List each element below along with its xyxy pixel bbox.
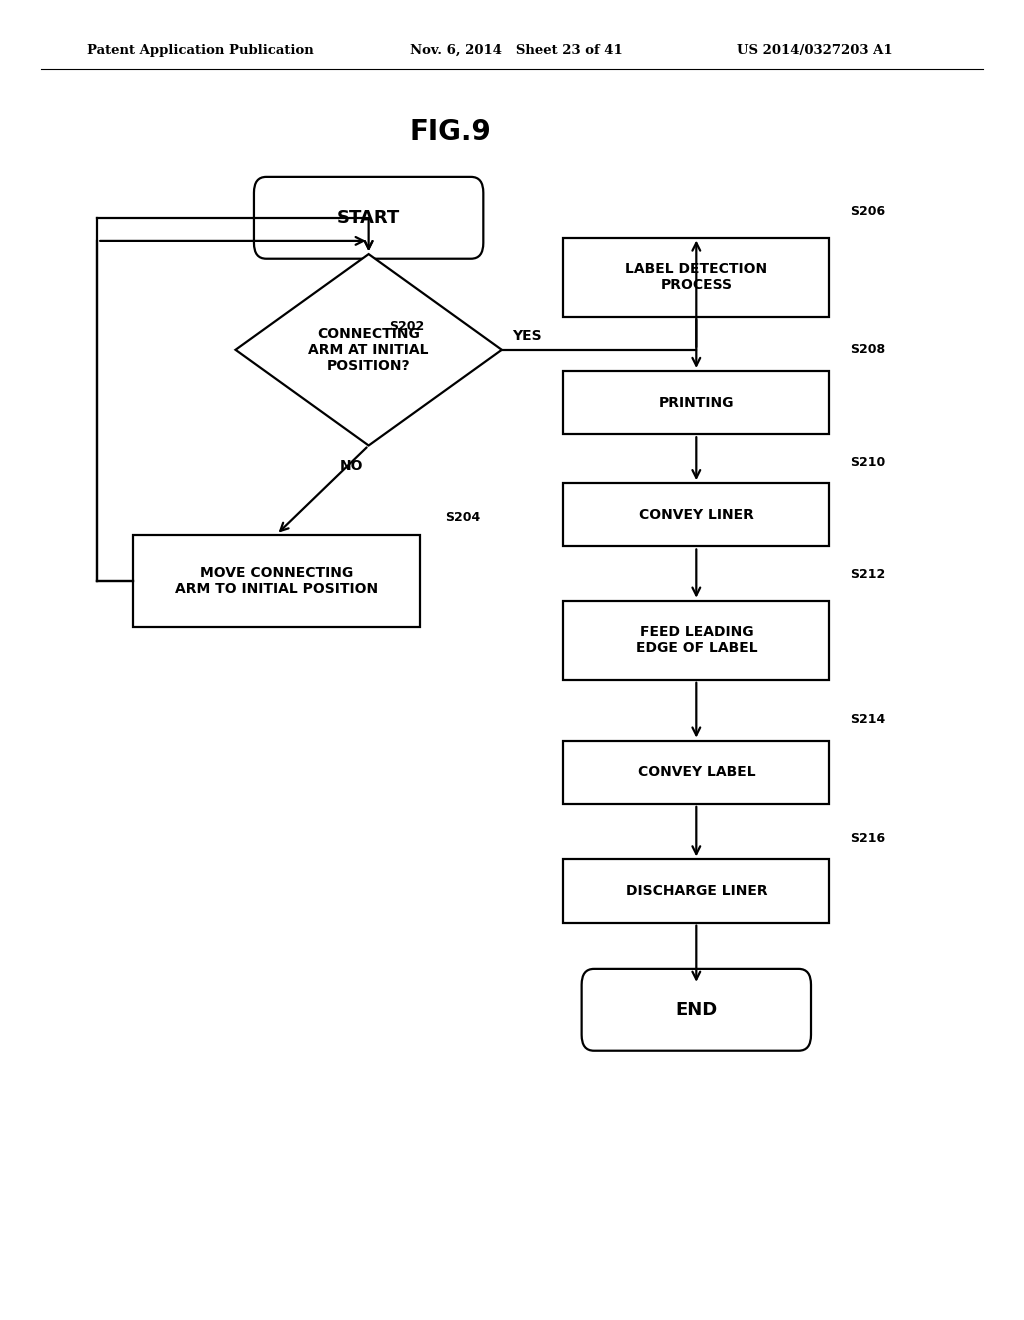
Bar [563, 601, 829, 680]
Bar [563, 859, 829, 923]
Text: DISCHARGE LINER: DISCHARGE LINER [626, 884, 767, 898]
Text: NO: NO [340, 459, 364, 473]
Text: END: END [675, 1001, 718, 1019]
Text: CONVEY LABEL: CONVEY LABEL [638, 766, 755, 779]
Text: FIG.9: FIG.9 [410, 117, 492, 147]
Bar [133, 535, 420, 627]
Text: S206: S206 [850, 205, 885, 218]
Text: START: START [337, 209, 400, 227]
Bar [563, 483, 829, 546]
Text: S212: S212 [850, 568, 885, 581]
Text: CONVEY LINER: CONVEY LINER [639, 508, 754, 521]
Text: Nov. 6, 2014   Sheet 23 of 41: Nov. 6, 2014 Sheet 23 of 41 [410, 44, 623, 57]
Text: S204: S204 [445, 511, 480, 524]
Bar [563, 741, 829, 804]
Text: MOVE CONNECTING
ARM TO INITIAL POSITION: MOVE CONNECTING ARM TO INITIAL POSITION [175, 566, 378, 595]
Text: S210: S210 [850, 455, 885, 469]
FancyBboxPatch shape [254, 177, 483, 259]
Text: S208: S208 [850, 343, 885, 356]
Text: PRINTING: PRINTING [658, 396, 734, 409]
Bar [563, 238, 829, 317]
Text: YES: YES [512, 329, 542, 343]
Text: LABEL DETECTION
PROCESS: LABEL DETECTION PROCESS [626, 263, 767, 292]
Text: S214: S214 [850, 713, 885, 726]
Polygon shape [236, 253, 502, 446]
Text: Patent Application Publication: Patent Application Publication [87, 44, 313, 57]
Text: FEED LEADING
EDGE OF LABEL: FEED LEADING EDGE OF LABEL [636, 626, 757, 655]
Text: S202: S202 [389, 321, 424, 333]
Bar [563, 371, 829, 434]
Text: CONNECTING
ARM AT INITIAL
POSITION?: CONNECTING ARM AT INITIAL POSITION? [308, 326, 429, 374]
Text: US 2014/0327203 A1: US 2014/0327203 A1 [737, 44, 893, 57]
FancyBboxPatch shape [582, 969, 811, 1051]
Text: S216: S216 [850, 832, 885, 845]
